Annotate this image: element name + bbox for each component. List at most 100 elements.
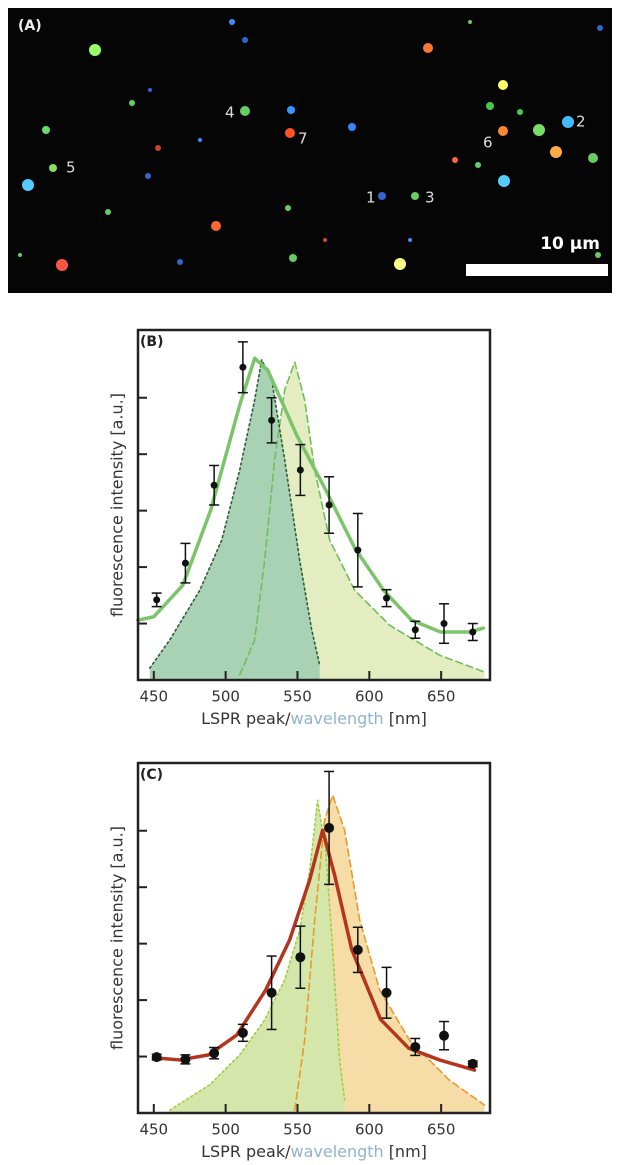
x-tick-label: 550 xyxy=(283,688,312,706)
data-point xyxy=(324,822,335,833)
particle xyxy=(18,253,22,257)
data-point xyxy=(439,1030,450,1041)
particle xyxy=(423,43,433,53)
data-point xyxy=(266,987,277,998)
data-point xyxy=(295,952,306,963)
particle xyxy=(452,157,458,163)
dotted-curve xyxy=(148,359,321,669)
data-point xyxy=(181,559,189,567)
x-axis-label-part: LSPR peak/ xyxy=(201,1142,291,1161)
plot-frame xyxy=(136,328,492,682)
particle xyxy=(242,37,248,43)
particle xyxy=(289,254,297,262)
data-point xyxy=(268,416,276,424)
particle-label: 1 xyxy=(366,189,376,207)
scale-bar xyxy=(466,264,608,276)
x-tick-label: 550 xyxy=(283,1121,312,1139)
data-point xyxy=(153,596,161,604)
data-point xyxy=(440,620,448,628)
particle xyxy=(56,259,68,271)
x-tick-label: 600 xyxy=(355,688,384,706)
x-tick-label: 650 xyxy=(427,1121,456,1139)
particle xyxy=(198,138,202,142)
particle xyxy=(411,192,419,200)
data-point xyxy=(467,1058,478,1069)
particle xyxy=(285,128,295,138)
x-tick-label: 450 xyxy=(139,1121,168,1139)
y-axis-label: fluorescence intensity [a.u.] xyxy=(108,826,127,1050)
area-fill xyxy=(294,795,485,1113)
data-point xyxy=(210,481,218,489)
particle xyxy=(42,126,50,134)
data-point xyxy=(411,626,419,634)
particle xyxy=(486,102,494,110)
x-tick-label: 600 xyxy=(355,1121,384,1139)
data-point xyxy=(151,1052,162,1063)
x-axis-label: LSPR peak/wavelength [nm] xyxy=(201,709,427,728)
x-tick-label: 450 xyxy=(139,688,168,706)
data-point xyxy=(381,987,392,998)
particle xyxy=(49,164,57,172)
data-point xyxy=(296,466,304,474)
particle xyxy=(468,20,472,24)
particle-label: 7 xyxy=(298,130,308,148)
data-point xyxy=(469,628,477,636)
particle-label: 4 xyxy=(225,104,235,122)
data-point xyxy=(239,363,247,371)
particle xyxy=(177,259,183,265)
particle xyxy=(348,123,356,131)
particle xyxy=(105,209,111,215)
x-tick-label: 500 xyxy=(211,688,240,706)
particle xyxy=(498,80,508,90)
particle xyxy=(287,106,295,114)
particle xyxy=(148,88,152,92)
data-point xyxy=(354,546,362,554)
particle xyxy=(155,145,161,151)
particle-label: 5 xyxy=(66,159,76,177)
area-fill xyxy=(149,359,320,680)
plot-frame xyxy=(136,761,492,1115)
particle xyxy=(22,179,34,191)
particle xyxy=(89,44,101,56)
particle xyxy=(408,238,412,242)
data-point xyxy=(325,501,333,509)
particle xyxy=(562,116,574,128)
data-point xyxy=(209,1048,220,1059)
particle xyxy=(533,124,545,136)
x-axis-label-part: wavelength xyxy=(290,1142,383,1161)
x-tick-label: 500 xyxy=(211,1121,240,1139)
particle xyxy=(394,258,406,270)
particle xyxy=(475,162,481,168)
panel-label: (B) xyxy=(140,334,163,350)
solid-curve xyxy=(136,356,486,634)
data-point xyxy=(410,1041,421,1052)
particles xyxy=(18,19,603,271)
particle xyxy=(588,153,598,163)
microscope-image xyxy=(8,8,612,293)
x-tick-label: 650 xyxy=(427,688,456,706)
particle xyxy=(323,238,327,242)
data-point xyxy=(180,1054,191,1065)
particle xyxy=(550,146,562,158)
data-point xyxy=(237,1027,248,1038)
panel-label: (C) xyxy=(140,767,163,783)
x-axis-label-part: [nm] xyxy=(389,1142,427,1161)
particle-label: 3 xyxy=(425,189,435,207)
particle-label: 6 xyxy=(483,134,493,152)
x-axis-label-part: wavelength xyxy=(290,709,383,728)
particle xyxy=(145,173,151,179)
dashed-curve xyxy=(238,361,486,676)
particle xyxy=(229,19,235,25)
scale-bar-label: 10 µm xyxy=(540,234,600,254)
x-axis-label-part: [nm] xyxy=(389,709,427,728)
x-axis-label: LSPR peak/wavelength [nm] xyxy=(201,1142,427,1161)
particle-label: 2 xyxy=(576,113,586,131)
area-fill xyxy=(169,800,345,1113)
panel-label: (A) xyxy=(18,18,42,34)
particle xyxy=(597,25,603,31)
particle xyxy=(285,205,291,211)
particle xyxy=(211,221,221,231)
particle xyxy=(517,109,523,115)
particle xyxy=(378,192,386,200)
y-axis-label: fluorescence intensity [a.u.] xyxy=(108,393,127,617)
